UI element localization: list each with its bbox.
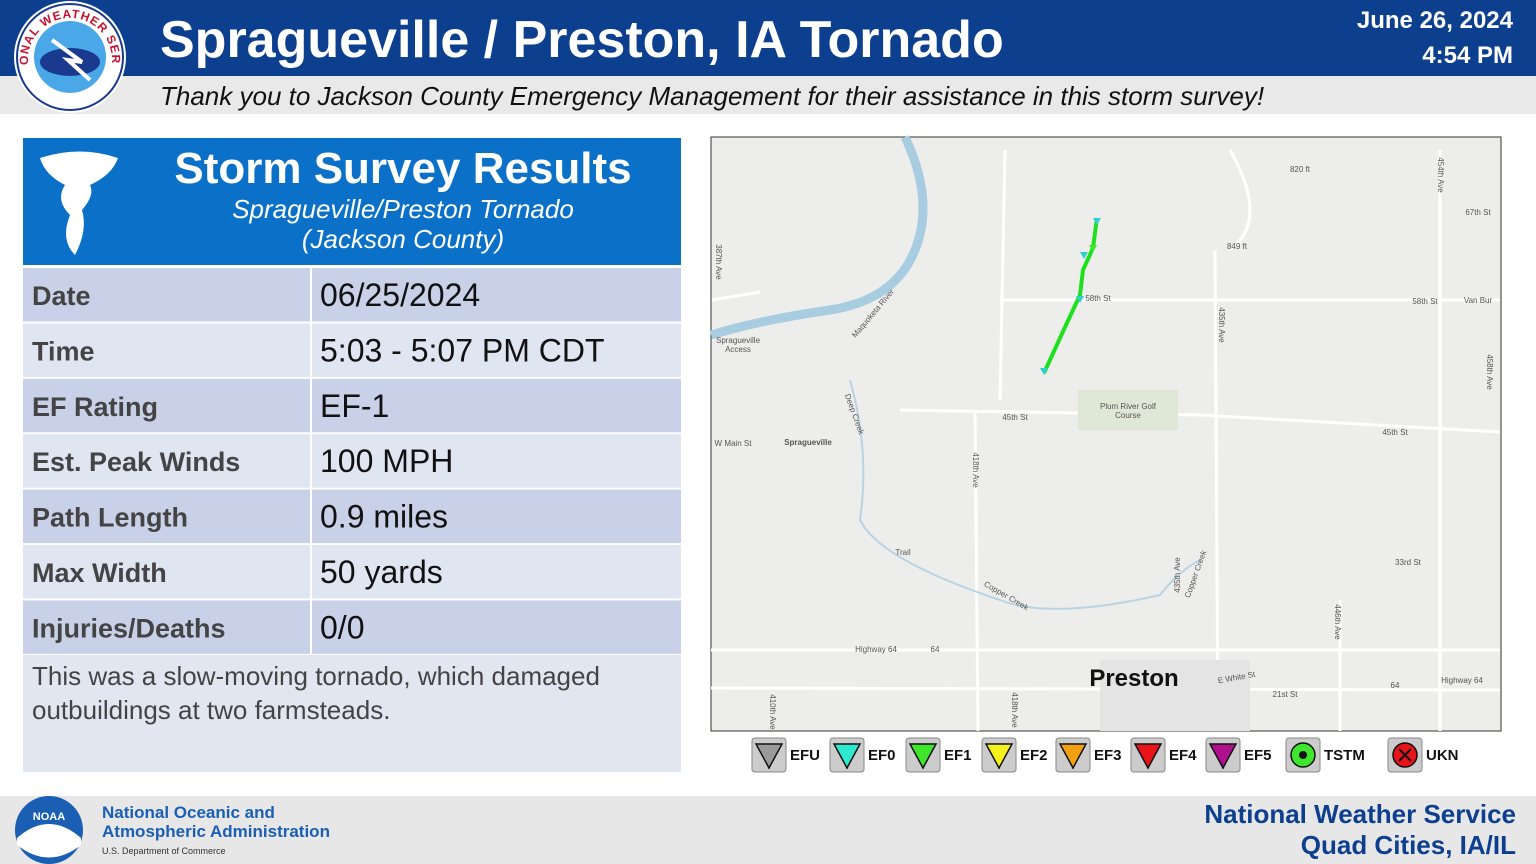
- title: Spragueville / Preston, IA Tornado: [160, 11, 1004, 69]
- description: This was a slow-moving tornado, which da…: [32, 661, 600, 725]
- survey-subtitle: Spragueville/Preston Tornado: [232, 194, 574, 224]
- legend-dot: [1299, 751, 1307, 759]
- date: June 26, 2024: [1357, 7, 1514, 34]
- map-label: 446th Ave: [1333, 604, 1342, 640]
- map-label: Spragueville: [784, 438, 832, 447]
- noaa-logo-text: NOAA: [33, 811, 65, 823]
- legend-triangle: [832, 743, 862, 770]
- map-label: Access: [725, 345, 751, 354]
- map-label: 58th St: [1412, 297, 1438, 306]
- legend-label: EF4: [1169, 747, 1197, 764]
- legend-x: [1398, 748, 1412, 762]
- legend-label: EF0: [868, 747, 896, 764]
- map-label: 67th St: [1465, 208, 1491, 217]
- map-label: Van Bur: [1464, 296, 1493, 305]
- map-label: Trail: [895, 548, 910, 557]
- legend-label: EF1: [944, 747, 972, 764]
- nws-line2: Quad Cities, IA/IL: [1301, 830, 1516, 860]
- map-label: Highway 64: [855, 645, 897, 654]
- map-label: 418th Ave: [971, 452, 980, 488]
- legend-triangle: [1208, 743, 1238, 770]
- row-value: 5:03 - 5:07 PM CDT: [320, 332, 605, 368]
- legend-label: EFU: [790, 747, 820, 764]
- legend-label: TSTM: [1324, 747, 1365, 764]
- map-label: 64: [931, 645, 940, 654]
- row-value: 0/0: [320, 609, 364, 645]
- tornado-icon: [40, 151, 118, 255]
- legend-label: EF3: [1094, 747, 1122, 764]
- map-label: 435th Ave: [1217, 307, 1226, 343]
- survey-county: (Jackson County): [302, 224, 504, 254]
- row-bg: [23, 268, 681, 322]
- map-label: 458th Ave: [1485, 354, 1494, 390]
- description-wrap: This was a slow-moving tornado, which da…: [32, 661, 600, 725]
- map-label: 820 ft: [1290, 165, 1311, 174]
- noaa-line2: Atmospheric Administration: [102, 822, 330, 841]
- survey-header: [23, 138, 681, 265]
- row-label: EF Rating: [32, 392, 158, 422]
- noaa-logo: NOAA: [15, 796, 83, 864]
- row-value: EF-1: [320, 388, 389, 424]
- map-label: 418th Ave: [1010, 692, 1019, 728]
- map-label: 64: [1391, 681, 1400, 690]
- row-value: 100 MPH: [320, 443, 453, 479]
- map-label: 21st St: [1273, 690, 1299, 699]
- survey-title: Storm Survey Results: [174, 144, 631, 193]
- footer-band: [0, 796, 1536, 864]
- row-bg: [23, 378, 681, 433]
- town-label: Preston: [1089, 665, 1178, 692]
- map-label: 387th Ave: [714, 244, 723, 280]
- row-label: Injuries/Deaths: [32, 613, 226, 643]
- legend-triangle: [1058, 743, 1088, 770]
- row-bg: [23, 600, 681, 654]
- row-label: Date: [32, 281, 91, 311]
- map-label: 45th St: [1382, 428, 1408, 437]
- map-label: W Main St: [715, 439, 753, 448]
- map-label: 849 ft: [1227, 242, 1248, 251]
- map-label: Highway 64: [1441, 676, 1483, 685]
- row-value: 06/25/2024: [320, 277, 480, 313]
- row-bg: [23, 323, 681, 377]
- time: 4:54 PM: [1422, 42, 1513, 69]
- legend-triangle: [984, 743, 1014, 770]
- tornado-path: [1042, 217, 1099, 374]
- row-value: 0.9 miles: [320, 499, 448, 535]
- map-label: 33rd St: [1395, 558, 1422, 567]
- row-bg: [23, 434, 681, 488]
- row-label: Max Width: [32, 558, 167, 588]
- map-label: 410th Ave: [768, 694, 777, 730]
- row-label: Time: [32, 336, 95, 366]
- noaa-line1: National Oceanic and: [102, 803, 275, 822]
- legend-label: EF2: [1020, 747, 1048, 764]
- legend-label: EF5: [1244, 747, 1272, 764]
- subtitle-band: [0, 76, 1536, 114]
- map-label: 58th St: [1085, 294, 1111, 303]
- description-box: [23, 655, 681, 772]
- nws-line1: National Weather Service: [1204, 799, 1516, 829]
- noaa-dept: U.S. Department of Commerce: [102, 846, 226, 856]
- map-label: Plum River Golf: [1100, 402, 1157, 411]
- legend-triangle: [754, 743, 784, 770]
- legend-label: UKN: [1426, 747, 1459, 764]
- row-bg: [23, 489, 681, 544]
- map-label: 454th Ave: [1436, 157, 1445, 193]
- map-label: Course: [1115, 411, 1141, 420]
- row-label: Est. Peak Winds: [32, 447, 240, 477]
- map-label: 435th Ave: [1173, 557, 1182, 593]
- row-label: Path Length: [32, 503, 188, 533]
- row-bg: [23, 545, 681, 599]
- map-label: Spragueville: [716, 336, 761, 345]
- legend-triangle: [1133, 743, 1163, 770]
- header-band: [0, 0, 1536, 76]
- map-frame: [710, 136, 1502, 732]
- legend-triangle: [908, 743, 938, 770]
- row-value: 50 yards: [320, 554, 443, 590]
- map-label: 45th St: [1002, 413, 1028, 422]
- subtitle: Thank you to Jackson County Emergency Ma…: [160, 81, 1264, 111]
